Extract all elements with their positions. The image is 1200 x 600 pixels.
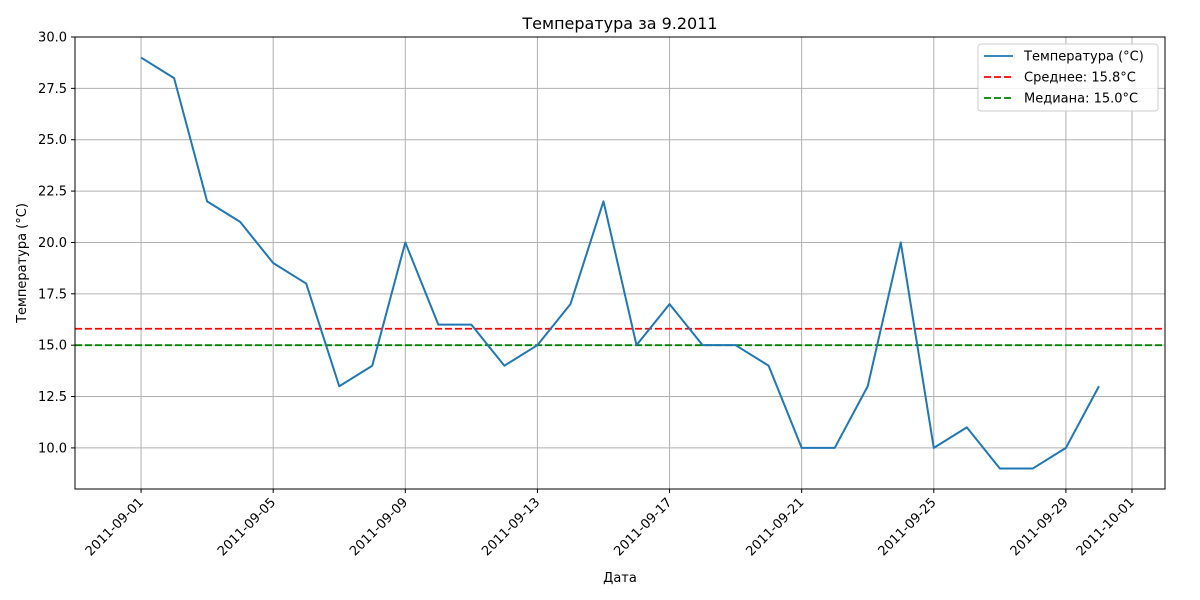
- x-tick-label: 2011-10-01: [1074, 495, 1138, 559]
- y-tick-label: 22.5: [38, 185, 67, 200]
- grid: [75, 36, 1165, 489]
- y-tick-label: 25.0: [38, 133, 67, 148]
- x-tick-label: 2011-09-09: [347, 495, 411, 559]
- y-tick-label: 15.0: [38, 339, 67, 354]
- legend-label: Среднее: 15.8°C: [1024, 71, 1136, 86]
- legend-box: [977, 43, 1159, 112]
- y-tick-label: 10.0: [38, 441, 67, 456]
- y-ticks: 10.0 12.5 15.0 17.5 20.0 22.5 25.0 27.5 30.0: [38, 31, 75, 456]
- reference-lines: [75, 327, 1165, 347]
- y-tick-label: 12.5: [38, 390, 67, 405]
- legend-label: Температура (°C): [1023, 50, 1144, 65]
- x-tick-label: 2011-09-25: [876, 495, 940, 559]
- legend-label: Медиана: 15.0°C: [1024, 92, 1138, 107]
- y-tick-label: 30.0: [38, 31, 67, 46]
- plot-area-frame: [74, 36, 1166, 490]
- series-line: [140, 56, 1100, 470]
- x-axis-label: Дата: [603, 571, 637, 586]
- x-tick-label: 2011-09-05: [215, 495, 279, 559]
- y-axis-label: Температура (°C): [15, 203, 30, 324]
- chart-title: Температура за 9.2011: [521, 14, 717, 33]
- x-tick-label: 2011-09-13: [479, 495, 543, 559]
- legend: Температура (°C) Среднее: 15.8°C Медиана: …: [977, 43, 1159, 112]
- x-ticks: 2011-09-01 2011-09-05 2011-09-09 2011-09-13…: [83, 489, 1138, 559]
- data-points: [141, 57, 1099, 469]
- series-lines: [140, 56, 1100, 470]
- x-tick-label: 2011-09-21: [743, 495, 807, 559]
- x-tick-label: 2011-09-01: [83, 495, 147, 559]
- y-tick-label: 27.5: [38, 82, 67, 97]
- x-tick-label: 2011-09-29: [1008, 495, 1072, 559]
- y-tick-label: 20.0: [38, 236, 67, 251]
- x-tick-label: 2011-09-17: [611, 495, 675, 559]
- y-tick-label: 17.5: [38, 287, 67, 302]
